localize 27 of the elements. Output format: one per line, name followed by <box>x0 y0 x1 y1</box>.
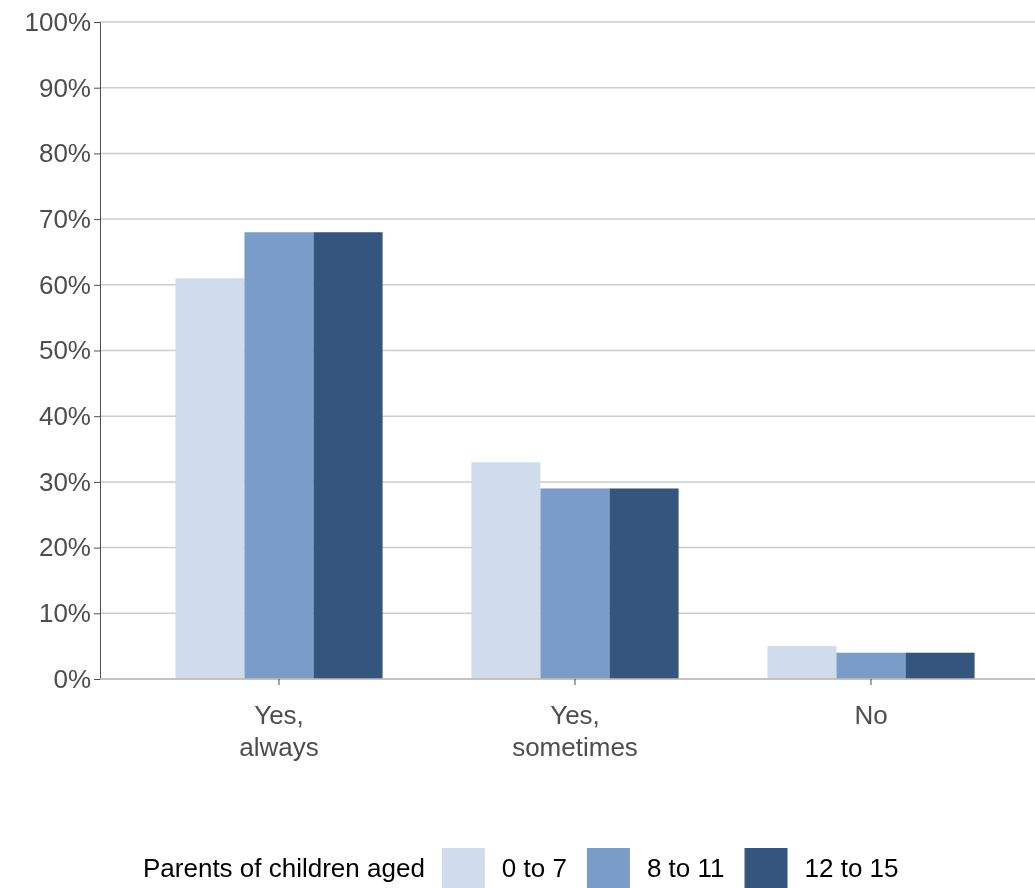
bar <box>244 232 314 679</box>
y-tick-label: 20% <box>38 532 91 563</box>
x-tick-label: Yes, always <box>239 700 319 762</box>
x-tick-label: Yes, sometimes <box>512 700 638 762</box>
legend-title: Parents of children aged <box>143 853 425 883</box>
y-tick-label: 30% <box>38 466 91 497</box>
legend-label: 0 to 7 <box>501 853 567 883</box>
legend-label: 8 to 11 <box>646 853 725 883</box>
bar <box>471 462 541 679</box>
y-tick-label: 60% <box>38 269 91 300</box>
legend-label: 12 to 15 <box>804 853 899 883</box>
y-tick-label: 0% <box>53 663 91 694</box>
bar <box>767 646 837 679</box>
y-tick-label: 90% <box>38 72 91 103</box>
x-tick-label: No <box>854 700 888 730</box>
y-tick-label: 70% <box>38 203 91 234</box>
y-tick-label: 80% <box>38 138 91 169</box>
y-tick-label: 100% <box>24 6 91 37</box>
bar <box>836 652 906 679</box>
bar <box>313 232 383 679</box>
y-tick-label: 40% <box>38 401 91 432</box>
y-tick-label: 50% <box>38 335 91 366</box>
bar <box>540 488 610 679</box>
bar <box>175 278 245 679</box>
y-tick-label: 10% <box>38 598 91 629</box>
bar <box>905 652 975 679</box>
bar <box>609 488 679 679</box>
